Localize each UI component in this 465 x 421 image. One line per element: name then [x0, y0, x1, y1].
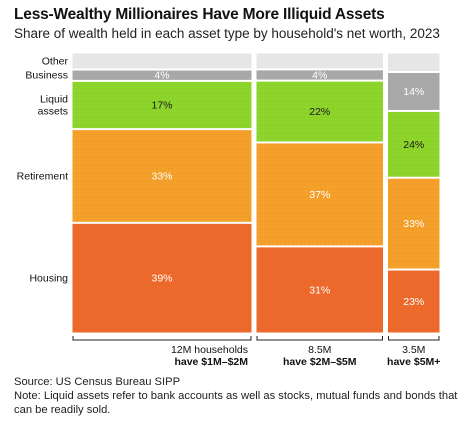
household-count-col3: 3.5M: [402, 344, 425, 356]
row-label-other: Other: [42, 56, 69, 68]
wealth-group-col3: have $5M+: [387, 356, 440, 368]
segment-housing-col2-texture: [256, 247, 383, 333]
value-label-business-col1: 4%: [154, 70, 169, 82]
column-1: 4% 17% 33% 39%: [72, 53, 252, 333]
value-label-business-col3: 14%: [403, 86, 424, 98]
value-label-housing-col3: 23%: [403, 296, 424, 308]
value-label-retirement-col1: 33%: [151, 170, 172, 182]
value-label-liquid-assets-col2: 22%: [309, 106, 330, 118]
row-label-business: Business: [25, 70, 68, 82]
column-3: 14% 24% 33% 23%: [388, 53, 440, 333]
value-label-housing-col1: 39%: [151, 273, 172, 285]
segment-other-col2: [256, 53, 383, 69]
row-label-retirement: Retirement: [17, 170, 68, 182]
row-label-liquid-assets: Liquid assets: [38, 94, 69, 118]
wealth-group-col2: have $2M–$5M: [283, 356, 357, 368]
wealth-group-col1: have $1M–$2M: [174, 356, 248, 368]
value-label-retirement-col2: 37%: [309, 189, 330, 201]
axis-bracket-col2: [256, 336, 383, 341]
chart-subtitle: Share of wealth held in each asset type …: [14, 26, 440, 41]
axis-bracket-col1: [72, 336, 252, 341]
segment-business-col1: [72, 70, 252, 80]
segment-liquid-assets-col1-texture: [72, 81, 252, 129]
segment-retirement-col2-texture: [256, 143, 383, 246]
column-2: 4% 22% 37% 31%: [256, 53, 383, 333]
value-label-business-col2: 4%: [312, 69, 327, 81]
value-label-housing-col2: 31%: [309, 284, 330, 296]
household-count-col2: 8.5M: [308, 344, 331, 356]
value-label-retirement-col3: 33%: [403, 218, 424, 230]
segment-business-col2: [256, 70, 383, 80]
segment-retirement-col3-texture: [388, 178, 440, 269]
segment-liquid-assets-col2-texture: [256, 81, 383, 142]
row-label-housing: Housing: [29, 273, 68, 285]
segment-housing-col1-texture: [72, 223, 252, 333]
axis-bracket-col3: [388, 336, 440, 341]
segment-business-col3: [388, 72, 440, 110]
chart-title: Less-Wealthy Millionaires Have More Illi…: [14, 6, 385, 23]
value-label-liquid-assets-col1: 17%: [151, 100, 172, 112]
household-count-col1: 12M households: [171, 344, 248, 356]
footnote: Note: Liquid assets refer to bank accoun…: [14, 390, 458, 416]
segment-other-col3: [388, 53, 440, 71]
segment-retirement-col1-texture: [72, 130, 252, 222]
segment-liquid-assets-col3-texture: [388, 111, 440, 177]
value-label-liquid-assets-col3: 24%: [403, 139, 424, 151]
segment-other-col1: [72, 53, 252, 69]
source-note: Source: US Census Bureau SIPP: [14, 376, 181, 388]
segment-housing-col3-texture: [388, 270, 440, 333]
